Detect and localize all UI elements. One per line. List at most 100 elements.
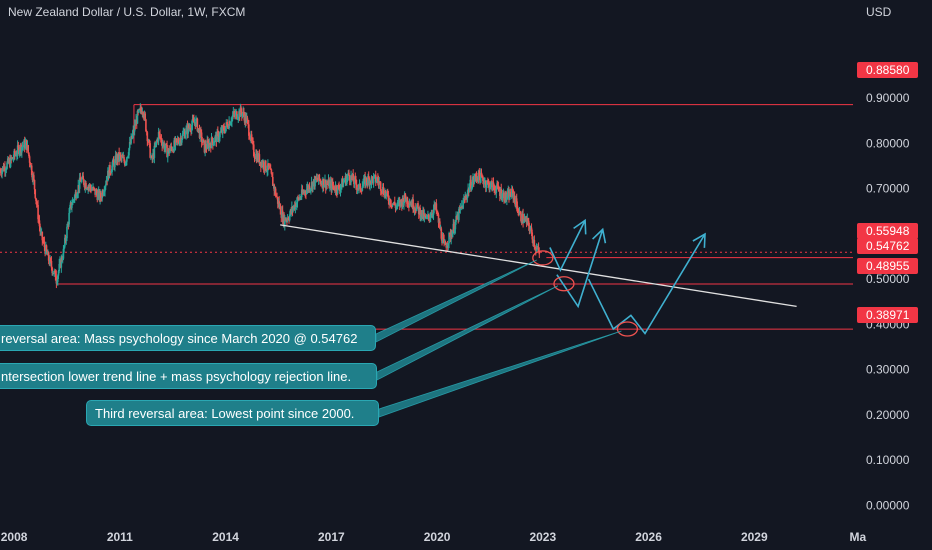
candle-body bbox=[38, 220, 41, 227]
candle-body bbox=[292, 207, 295, 211]
candle-body bbox=[42, 240, 44, 242]
candle-body bbox=[77, 184, 80, 194]
candle-body bbox=[301, 189, 304, 194]
candle-body bbox=[432, 208, 435, 215]
candle-body bbox=[166, 152, 169, 158]
arrow-head bbox=[592, 227, 607, 244]
candle-body bbox=[533, 240, 536, 248]
candle-body bbox=[487, 181, 489, 183]
candle-body bbox=[506, 197, 508, 200]
candle-body bbox=[130, 136, 132, 144]
candle-body bbox=[87, 186, 89, 190]
candle-body bbox=[128, 148, 130, 156]
candle-body bbox=[66, 226, 68, 239]
candle-body bbox=[431, 214, 433, 216]
candle-body bbox=[266, 170, 268, 172]
candle-body bbox=[9, 157, 12, 167]
candle-body bbox=[412, 199, 414, 210]
candle-body bbox=[350, 175, 352, 183]
candle-body bbox=[470, 179, 472, 190]
candle-body bbox=[205, 148, 208, 150]
candle-body bbox=[160, 137, 163, 143]
candle-body bbox=[111, 160, 114, 166]
candle-body bbox=[14, 150, 16, 156]
price-tick-label: 0.80000 bbox=[866, 136, 910, 150]
candle-body bbox=[43, 241, 46, 248]
candle-body bbox=[82, 175, 84, 180]
candle-body bbox=[319, 180, 322, 184]
candle-body bbox=[230, 122, 233, 124]
candle-body bbox=[173, 140, 175, 152]
candle-body bbox=[17, 145, 20, 147]
candle-body bbox=[308, 185, 311, 191]
candle-body bbox=[201, 142, 204, 144]
candle-body bbox=[500, 188, 503, 199]
candle-body bbox=[426, 216, 429, 218]
candle-body bbox=[16, 154, 18, 156]
time-tick-label: 2023 bbox=[529, 530, 556, 544]
candle-body bbox=[372, 176, 375, 184]
candle-body bbox=[447, 243, 450, 246]
candle-body bbox=[221, 126, 224, 134]
callout-intersection[interactable]: ntersection lower trend line + mass psyc… bbox=[0, 363, 377, 389]
candle-body bbox=[164, 144, 167, 148]
callout-third-reversal[interactable]: Third reversal area: Lowest point since … bbox=[86, 400, 379, 426]
candle-body bbox=[189, 127, 192, 131]
candle-body bbox=[140, 107, 142, 111]
candle-body bbox=[250, 134, 253, 141]
candle-body bbox=[127, 155, 130, 157]
candle-body bbox=[35, 197, 37, 201]
candle-body bbox=[511, 188, 514, 191]
candle-body bbox=[462, 200, 464, 209]
candle-body bbox=[209, 143, 211, 145]
callout-first-reversal[interactable]: reversal area: Mass psychology since Mar… bbox=[0, 325, 376, 351]
price-tick-label: 0.20000 bbox=[866, 408, 910, 422]
candle-body bbox=[231, 117, 233, 123]
candle-body bbox=[75, 192, 77, 198]
candle-body bbox=[177, 139, 180, 143]
candle-body bbox=[212, 143, 215, 146]
candle-body bbox=[207, 140, 209, 143]
candle-body bbox=[485, 185, 488, 188]
candle-body bbox=[0, 170, 2, 173]
candle-body bbox=[222, 126, 225, 128]
candle-body bbox=[240, 107, 242, 113]
candle-body bbox=[427, 214, 430, 218]
candle-body bbox=[144, 113, 147, 120]
projection-path bbox=[549, 220, 586, 273]
candle-body bbox=[88, 186, 90, 188]
candle-body bbox=[174, 138, 177, 146]
candle-body bbox=[109, 172, 112, 174]
candle-body bbox=[119, 155, 122, 157]
candle-body bbox=[155, 141, 158, 143]
candle-body bbox=[315, 176, 317, 180]
candle-body bbox=[316, 178, 319, 180]
candle-body bbox=[188, 124, 190, 129]
candle-body bbox=[184, 134, 187, 138]
candle-body bbox=[16, 145, 19, 155]
candle-body bbox=[295, 202, 298, 207]
candle-body bbox=[436, 212, 439, 215]
candle-body bbox=[355, 184, 358, 190]
candle-body bbox=[403, 201, 405, 206]
candle-body bbox=[53, 271, 56, 274]
candle-body bbox=[470, 187, 473, 190]
candle-body bbox=[22, 145, 25, 147]
candle-body bbox=[71, 200, 74, 205]
candle-body bbox=[278, 201, 280, 208]
candle-body bbox=[300, 189, 303, 198]
candle-body bbox=[6, 162, 8, 169]
candle-body bbox=[56, 281, 58, 284]
candle-body bbox=[446, 245, 449, 247]
projection-path bbox=[587, 233, 706, 335]
candle-body bbox=[497, 185, 500, 190]
candle-body bbox=[224, 127, 227, 133]
candle-body bbox=[111, 165, 113, 172]
candle-body bbox=[205, 144, 207, 149]
candle-body bbox=[147, 141, 149, 143]
candle-body bbox=[335, 185, 338, 192]
candle-body bbox=[91, 189, 94, 191]
candle-body bbox=[71, 204, 73, 208]
candle-body bbox=[119, 155, 121, 160]
